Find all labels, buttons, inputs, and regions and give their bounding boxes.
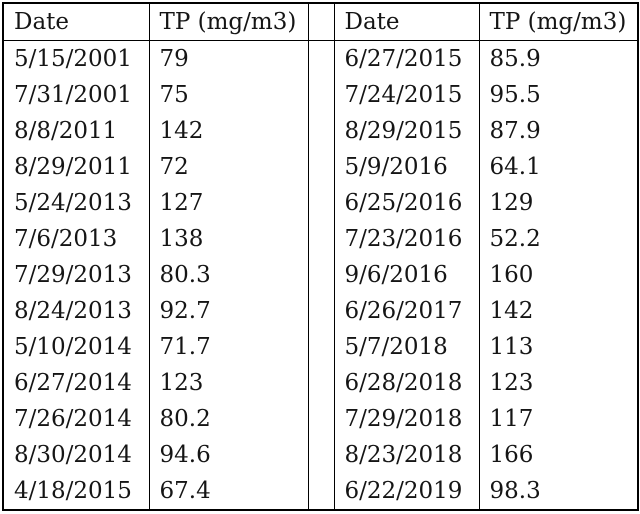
- date-cell-right: 8/29/2015: [333, 113, 480, 150]
- tp-cell-left: 127: [148, 185, 309, 221]
- tp-cell-left: 94.6: [148, 436, 309, 473]
- header-tp-right: TP (mg/m3): [478, 3, 639, 41]
- tp-cell-left: 75: [148, 77, 309, 114]
- spacer-cell: [307, 436, 335, 473]
- date-cell-left: 7/29/2013: [2, 256, 150, 293]
- tp-cell-left: 80.3: [148, 256, 309, 293]
- spacer-cell: [307, 328, 335, 365]
- tp-cell-right: 123: [478, 364, 639, 401]
- spacer-cell: [307, 40, 335, 78]
- spacer-cell: [307, 77, 335, 114]
- table-row: 7/31/2001 75 7/24/2015 95.5: [2, 77, 639, 114]
- tp-cell-right: 117: [478, 400, 639, 437]
- table-row: 5/15/2001 79 6/27/2015 85.9: [2, 40, 639, 78]
- spacer-cell: [307, 364, 335, 401]
- tp-cell-right: 160: [478, 256, 639, 293]
- date-cell-right: 7/24/2015: [333, 77, 480, 114]
- date-cell-left: 8/29/2011: [2, 149, 150, 185]
- tp-cell-left: 71.7: [148, 328, 309, 365]
- table-body: 5/15/2001 79 6/27/2015 85.9 7/31/2001 75 7/24/…: [2, 40, 639, 510]
- date-cell-left: 7/31/2001: [2, 77, 150, 114]
- tp-cell-right: 52.2: [478, 220, 639, 257]
- table-row: 8/30/2014 94.6 8/23/2018 166: [2, 436, 639, 473]
- spacer-cell: [307, 400, 335, 437]
- tp-cell-left: 80.2: [148, 400, 309, 437]
- table-row: 7/6/2013 138 7/23/2016 52.2: [2, 220, 639, 257]
- tp-cell-right: 64.1: [478, 149, 639, 185]
- tp-cell-left: 123: [148, 364, 309, 401]
- table-row: 8/29/2011 72 5/9/2016 64.1: [2, 149, 639, 185]
- date-cell-left: 5/15/2001: [2, 40, 150, 78]
- date-cell-left: 8/24/2013: [2, 292, 150, 329]
- date-cell-left: 5/10/2014: [2, 328, 150, 365]
- tp-cell-right: 166: [478, 436, 639, 473]
- tp-cell-right: 85.9: [478, 40, 639, 78]
- date-cell-right: 6/26/2017: [333, 292, 480, 329]
- spacer-cell: [307, 220, 335, 257]
- tp-cell-left: 92.7: [148, 292, 309, 329]
- spacer-cell: [307, 185, 335, 221]
- table-row: 4/18/2015 67.4 6/22/2019 98.3: [2, 472, 639, 510]
- header-date-right: Date: [333, 3, 480, 41]
- date-cell-right: 6/27/2015: [333, 40, 480, 78]
- spacer-column-header: [307, 3, 335, 41]
- tp-cell-right: 113: [478, 328, 639, 365]
- tp-cell-left: 142: [148, 113, 309, 150]
- table-row: 7/26/2014 80.2 7/29/2018 117: [2, 400, 639, 437]
- table-row: 5/24/2013 127 6/25/2016 129: [2, 185, 639, 221]
- table-row: 8/8/2011 142 8/29/2015 87.9: [2, 113, 639, 150]
- spacer-cell: [307, 292, 335, 329]
- spacer-cell: [307, 113, 335, 150]
- date-cell-right: 9/6/2016: [333, 256, 480, 293]
- spacer-cell: [307, 256, 335, 293]
- tp-cell-left: 138: [148, 220, 309, 257]
- date-cell-left: 8/30/2014: [2, 436, 150, 473]
- tp-cell-right: 87.9: [478, 113, 639, 150]
- date-cell-left: 6/27/2014: [2, 364, 150, 401]
- tp-cell-left: 79: [148, 40, 309, 78]
- table-row: 7/29/2013 80.3 9/6/2016 160: [2, 256, 639, 293]
- date-cell-right: 7/29/2018: [333, 400, 480, 437]
- date-cell-left: 5/24/2013: [2, 185, 150, 221]
- header-date-left: Date: [2, 3, 150, 41]
- date-cell-right: 6/28/2018: [333, 364, 480, 401]
- tp-cell-right: 98.3: [478, 472, 639, 510]
- tp-cell-right: 129: [478, 185, 639, 221]
- header-row: Date TP (mg/m3) Date TP (mg/m3): [2, 3, 639, 41]
- date-cell-right: 5/9/2016: [333, 149, 480, 185]
- table-row: 8/24/2013 92.7 6/26/2017 142: [2, 292, 639, 329]
- date-cell-right: 5/7/2018: [333, 328, 480, 365]
- spacer-cell: [307, 472, 335, 510]
- date-cell-left: 7/6/2013: [2, 220, 150, 257]
- date-cell-right: 6/22/2019: [333, 472, 480, 510]
- date-cell-left: 4/18/2015: [2, 472, 150, 510]
- header-tp-left: TP (mg/m3): [148, 3, 309, 41]
- table-row: 5/10/2014 71.7 5/7/2018 113: [2, 328, 639, 365]
- tp-cell-right: 95.5: [478, 77, 639, 114]
- tp-cell-left: 67.4: [148, 472, 309, 510]
- date-cell-left: 7/26/2014: [2, 400, 150, 437]
- date-cell-left: 8/8/2011: [2, 113, 150, 150]
- tp-cell-left: 72: [148, 149, 309, 185]
- date-cell-right: 6/25/2016: [333, 185, 480, 221]
- table-row: 6/27/2014 123 6/28/2018 123: [2, 364, 639, 401]
- tp-cell-right: 142: [478, 292, 639, 329]
- spacer-cell: [307, 149, 335, 185]
- date-cell-right: 8/23/2018: [333, 436, 480, 473]
- date-cell-right: 7/23/2016: [333, 220, 480, 257]
